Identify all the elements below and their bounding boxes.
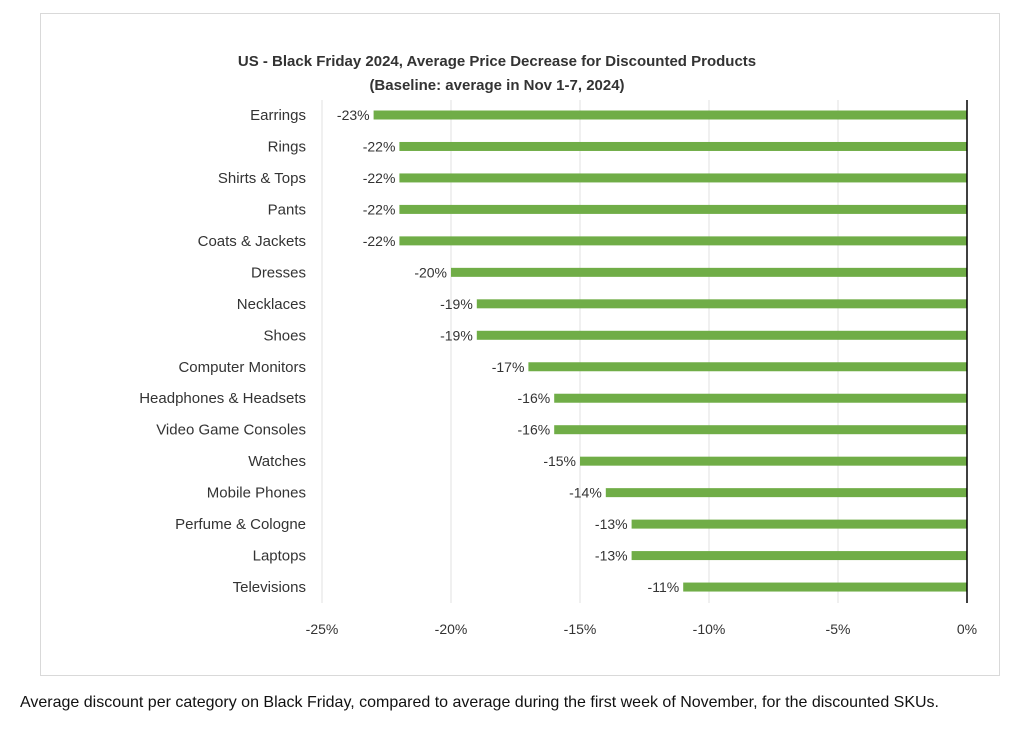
bar bbox=[399, 204, 967, 214]
category-label: Perfume & Cologne bbox=[175, 516, 306, 533]
bar bbox=[605, 488, 967, 498]
chart-title: US - Black Friday 2024, Average Price De… bbox=[238, 53, 756, 70]
x-tick-label: -15% bbox=[564, 621, 597, 637]
figure-caption: Average discount per category on Black F… bbox=[20, 694, 939, 711]
category-label: Laptops bbox=[253, 548, 306, 565]
bar bbox=[580, 456, 967, 466]
bar bbox=[631, 551, 967, 561]
bar bbox=[399, 141, 967, 151]
data-label: -11% bbox=[648, 579, 680, 595]
bar bbox=[373, 110, 968, 120]
x-tick-label: 0% bbox=[957, 621, 977, 637]
category-label: Necklaces bbox=[237, 296, 306, 313]
x-tick-label: -5% bbox=[826, 621, 851, 637]
bar bbox=[399, 236, 967, 246]
x-tick-label: -25% bbox=[306, 621, 339, 637]
category-label: Coats & Jackets bbox=[198, 233, 306, 250]
data-label: -19% bbox=[440, 296, 473, 312]
data-label: -16% bbox=[518, 390, 551, 406]
data-label: -22% bbox=[363, 138, 396, 154]
category-label: Shoes bbox=[263, 327, 306, 344]
category-label: Rings bbox=[268, 138, 306, 155]
data-label: -19% bbox=[440, 327, 473, 343]
data-label: -14% bbox=[569, 485, 602, 501]
bar bbox=[631, 519, 967, 529]
bars bbox=[373, 110, 968, 592]
category-label: Earrings bbox=[250, 107, 306, 124]
data-label: -20% bbox=[414, 264, 447, 280]
category-label: Watches bbox=[248, 453, 306, 470]
bar bbox=[528, 362, 967, 372]
x-axis-tick-labels: -25% -20% -15% -10% -5% 0% bbox=[306, 621, 977, 637]
category-label: Pants bbox=[268, 201, 306, 218]
data-label: -22% bbox=[363, 201, 396, 217]
category-label: Televisions bbox=[233, 579, 306, 596]
category-label: Computer Monitors bbox=[178, 359, 306, 376]
chart-subtitle: (Baseline: average in Nov 1-7, 2024) bbox=[369, 77, 624, 94]
data-label: -22% bbox=[363, 170, 396, 186]
bar bbox=[399, 173, 967, 183]
data-label: -16% bbox=[518, 422, 551, 438]
value-labels: -23% -22% -22% -22% -22% -20% -19% -19% -17% -16%… bbox=[337, 107, 679, 595]
category-label: Video Game Consoles bbox=[156, 422, 306, 439]
grid-lines bbox=[321, 100, 839, 603]
data-label: -22% bbox=[363, 233, 396, 249]
category-label: Mobile Phones bbox=[207, 485, 306, 502]
bar bbox=[476, 330, 967, 340]
category-label: Shirts & Tops bbox=[218, 170, 306, 187]
data-label: -15% bbox=[543, 453, 576, 469]
bar bbox=[554, 393, 967, 403]
chart-frame bbox=[40, 13, 1000, 676]
data-label: -23% bbox=[337, 107, 370, 123]
data-label: -13% bbox=[595, 516, 628, 532]
x-tick-label: -10% bbox=[693, 621, 726, 637]
bar-chart: US - Black Friday 2024, Average Price De… bbox=[139, 53, 977, 637]
x-tick-label: -20% bbox=[435, 621, 468, 637]
bar bbox=[451, 267, 967, 277]
bar bbox=[683, 582, 967, 592]
category-label: Dresses bbox=[251, 264, 306, 281]
bar bbox=[554, 425, 967, 435]
category-labels: Earrings Rings Shirts & Tops Pants Coats & J… bbox=[139, 107, 306, 596]
category-label: Headphones & Headsets bbox=[139, 390, 306, 407]
data-label: -13% bbox=[595, 548, 628, 564]
bar bbox=[476, 299, 967, 309]
data-label: -17% bbox=[492, 359, 525, 375]
